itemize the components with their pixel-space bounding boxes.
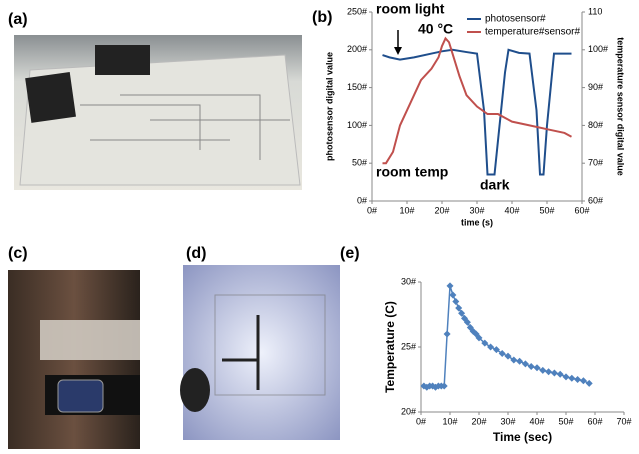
panel-label: (a): [8, 11, 28, 28]
x-tick-label: 30#: [500, 416, 515, 426]
page: (a) (b) (c) (d) (e) 0# 10# 20# 30# 40# 50# 60# 0# 50#…: [0, 0, 639, 449]
x-tick-label: 0#: [367, 205, 377, 215]
y-tick-label: 25#: [401, 341, 416, 351]
x-axis-label: Time (sec): [493, 430, 552, 444]
data-point: [545, 368, 552, 375]
panel-label: (b): [312, 9, 332, 26]
data-point: [574, 376, 581, 383]
y-tick-label: 0#: [357, 195, 367, 205]
annotation: dark: [480, 177, 510, 193]
x-axis-label: time (s): [461, 217, 493, 227]
y2-tick-label: 90#: [588, 82, 603, 92]
y2-tick-label: 60#: [588, 195, 603, 205]
y-tick-label: 100#: [347, 120, 367, 130]
x-tick-label: 60#: [587, 416, 602, 426]
x-tick-label: 0#: [416, 416, 426, 426]
x-tick-label: 10#: [442, 416, 457, 426]
x-tick-label: 60#: [574, 205, 589, 215]
data-point: [452, 298, 459, 305]
legend-label: temperature#sensor#: [485, 27, 580, 38]
data-point: [444, 331, 451, 338]
data-point: [568, 375, 575, 382]
figure: (a) (b) (c) (d) (e) 0# 10# 20# 30# 40# 50# 60# 0# 50#…: [0, 0, 639, 449]
x-tick-label: 40#: [529, 416, 544, 426]
annotation: room light: [376, 1, 445, 17]
series-line: [424, 286, 589, 387]
photo-d: [180, 265, 340, 440]
panel-label: (e): [340, 245, 360, 262]
y2-tick-label: 80#: [588, 120, 603, 130]
series-line: [383, 50, 572, 175]
y-tick-label: 200#: [347, 44, 367, 54]
x-tick-label: 50#: [558, 416, 573, 426]
annotation-arrowhead: [394, 47, 402, 55]
y-tick-label: 20#: [401, 406, 416, 416]
x-tick-label: 70#: [616, 416, 631, 426]
panel-label: (c): [8, 245, 28, 262]
y2-tick-label: 70#: [588, 158, 603, 168]
y-tick-label: 150#: [347, 82, 367, 92]
x-tick-label: 50#: [539, 205, 554, 215]
y-tick-label: 50#: [352, 158, 367, 168]
annotation: 40 °C: [418, 21, 453, 37]
y2-tick-label: 100#: [588, 44, 608, 54]
photo-a: [14, 35, 302, 190]
y-axis-label: photosensor digital value: [324, 52, 334, 161]
x-tick-label: 30#: [469, 205, 484, 215]
legend-label: photosensor#: [485, 14, 546, 25]
panel-label: (d): [186, 245, 206, 262]
y2-tick-label: 110: [588, 6, 602, 16]
y2-axis-label: temperature sensor digital value: [616, 37, 626, 176]
y-tick-label: 250#: [347, 6, 367, 16]
x-tick-label: 20#: [434, 205, 449, 215]
data-point: [516, 358, 523, 365]
y-tick-label: 30#: [401, 276, 416, 286]
data-point: [447, 282, 454, 289]
annotation: room temp: [376, 164, 448, 180]
photo-c: [8, 270, 140, 449]
y-axis-label: Temperature (C): [383, 301, 397, 393]
x-tick-label: 20#: [471, 416, 486, 426]
x-tick-label: 40#: [504, 205, 519, 215]
data-point: [551, 370, 558, 377]
data-point: [449, 292, 456, 299]
x-tick-label: 10#: [399, 205, 414, 215]
